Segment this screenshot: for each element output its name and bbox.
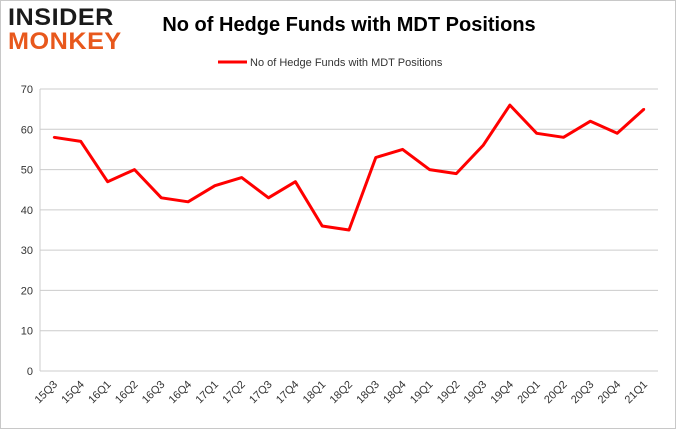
x-tick-label: 18Q3 <box>354 379 382 407</box>
data-point-18Q4 <box>401 148 404 151</box>
y-tick-label: 60 <box>21 124 33 136</box>
y-tick-label: 10 <box>21 326 33 338</box>
data-point-20Q3 <box>589 120 592 123</box>
data-point-18Q1 <box>320 224 324 228</box>
data-point-20Q2 <box>562 136 565 139</box>
x-tick-label: 19Q4 <box>489 379 517 407</box>
y-tick-label: 0 <box>27 366 33 378</box>
data-point-19Q4 <box>508 103 512 107</box>
x-tick-label: 18Q1 <box>301 379 329 407</box>
data-point-19Q2 <box>455 172 458 175</box>
logo-line-2: MONKEY <box>8 28 122 55</box>
data-point-20Q4 <box>615 132 619 135</box>
x-tick-label: 19Q2 <box>435 379 463 407</box>
data-point-21Q1 <box>642 107 646 111</box>
x-tick-label: 18Q2 <box>328 379 356 407</box>
y-tick-label: 30 <box>21 245 33 257</box>
x-tick-label: 16Q1 <box>86 379 114 407</box>
data-point-15Q3 <box>52 136 56 139</box>
data-point-16Q4 <box>186 200 190 203</box>
x-tick-label: 18Q4 <box>381 379 409 407</box>
logo-line-1: INSIDER <box>8 4 114 31</box>
data-point-18Q3 <box>374 156 378 159</box>
x-tick-label: 16Q3 <box>140 379 168 407</box>
x-tick-label: 20Q1 <box>515 379 543 407</box>
x-tick-label: 20Q2 <box>542 379 570 407</box>
insider-monkey-logo: INSIDER MONKEY <box>8 6 126 56</box>
x-tick-label: 15Q3 <box>33 379 61 407</box>
x-tick-label: 21Q1 <box>623 379 651 407</box>
data-point-17Q3 <box>267 196 270 199</box>
data-point-18Q2 <box>347 228 351 232</box>
x-tick-label: 17Q3 <box>247 379 275 407</box>
x-tick-label: 17Q2 <box>220 379 248 407</box>
y-tick-label: 20 <box>21 285 33 297</box>
x-tick-label: 16Q2 <box>113 379 141 407</box>
data-point-16Q2 <box>133 168 136 171</box>
data-point-20Q1 <box>535 132 538 135</box>
data-point-15Q4 <box>79 140 83 143</box>
data-point-17Q2 <box>240 176 243 179</box>
y-axis-ticks: 0 10 20 30 40 50 60 70 <box>21 84 33 378</box>
data-point-17Q4 <box>294 180 297 183</box>
x-tick-label: 16Q4 <box>167 379 195 407</box>
data-point-19Q1 <box>428 168 431 171</box>
x-tick-label: 20Q3 <box>569 379 597 407</box>
gridlines <box>39 88 658 372</box>
x-axis-ticks: 15Q3 15Q4 16Q1 16Q2 16Q3 16Q4 17Q1 17Q2 17Q3 17Q4… <box>33 379 651 407</box>
data-point-16Q3 <box>160 196 163 199</box>
series-line <box>53 103 646 232</box>
series-layer <box>52 103 646 232</box>
data-point-16Q1 <box>106 180 109 183</box>
y-tick-label: 50 <box>21 165 33 177</box>
x-tick-label: 17Q1 <box>194 379 222 407</box>
x-tick-label: 20Q4 <box>596 379 624 407</box>
y-tick-label: 40 <box>21 205 33 217</box>
legend: No of Hedge Funds with MDT Positions <box>218 57 443 69</box>
x-tick-label: 19Q3 <box>462 379 490 407</box>
data-point-19Q3 <box>481 144 485 147</box>
x-tick-label: 19Q1 <box>408 379 436 407</box>
data-point-17Q1 <box>213 184 217 187</box>
x-tick-label: 17Q4 <box>274 379 302 407</box>
y-tick-label: 70 <box>21 84 33 96</box>
chart-title: No of Hedge Funds with MDT Positions <box>162 14 536 36</box>
legend-label: No of Hedge Funds with MDT Positions <box>250 57 443 69</box>
x-tick-label: 15Q4 <box>59 379 87 407</box>
